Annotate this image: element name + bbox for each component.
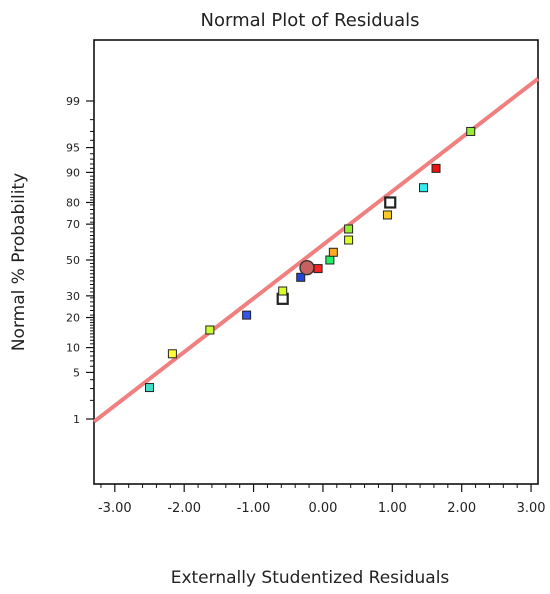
data-point [384, 196, 397, 209]
data-point [167, 349, 177, 359]
data-point [344, 235, 354, 245]
plot-area-frame [93, 39, 539, 485]
data-point [344, 224, 354, 234]
y-tick-label: 95 [66, 142, 80, 155]
data-point [296, 272, 306, 282]
y-tick-label: 10 [66, 342, 80, 355]
x-tick-label: -1.00 [237, 501, 271, 516]
x-tick-label: 2.00 [447, 501, 476, 516]
x-axis-label: Externally Studentized Residuals [171, 568, 450, 588]
y-axis-label: Normal % Probability [9, 173, 29, 351]
data-point [325, 255, 335, 265]
data-point [278, 286, 288, 296]
data-point [205, 325, 215, 335]
y-tick-label: 20 [66, 312, 80, 325]
x-tick-label: 3.00 [517, 501, 546, 516]
y-tick-label: 70 [66, 218, 80, 231]
data-point [145, 383, 154, 393]
y-tick-label: 80 [66, 196, 80, 209]
y-tick-label: 99 [66, 95, 80, 108]
data-point-circle [299, 260, 315, 276]
chart-title: Normal Plot of Residuals [201, 10, 420, 31]
y-tick-label: 1 [73, 413, 80, 426]
reference-line-layer [92, 77, 540, 424]
x-tick-label: -3.00 [98, 501, 132, 516]
x-tick-label: 1.00 [378, 501, 407, 516]
data-point [466, 126, 476, 136]
y-tick-label: 5 [73, 366, 80, 379]
y-axis-ticks: 1 5 10 20 30 50 70 80 90 95 99 [66, 95, 94, 426]
data-points [145, 126, 476, 393]
data-point [313, 264, 323, 274]
data-point [328, 247, 338, 257]
data-point [242, 310, 252, 320]
y-tick-label: 90 [66, 166, 80, 179]
y-tick-label: 30 [66, 290, 80, 303]
x-tick-label: 0.00 [308, 501, 337, 516]
reference-line [92, 77, 540, 424]
data-point [431, 163, 441, 173]
data-point [419, 183, 429, 193]
data-point [382, 210, 392, 220]
y-tick-label: 50 [66, 254, 80, 267]
x-axis-ticks: -3.00 -2.00 -1.00 0.00 1.00 2.00 3.00 [98, 484, 546, 516]
x-tick-label: -2.00 [167, 501, 201, 516]
